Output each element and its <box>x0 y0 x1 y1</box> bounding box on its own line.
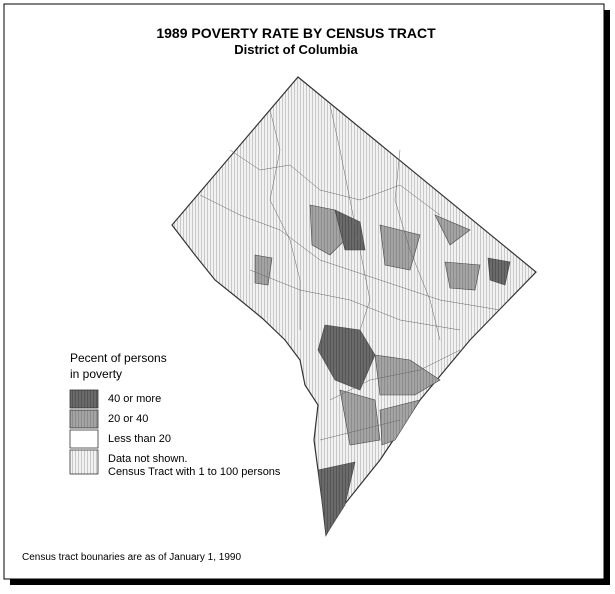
legend-title: in poverty <box>70 367 122 381</box>
legend-label: Census Tract with 1 to 100 persons <box>108 466 281 478</box>
legend-swatch <box>69 389 99 409</box>
legend-label: Less than 20 <box>108 433 171 445</box>
legend-swatch <box>69 429 99 449</box>
legend-title: Pecent of persons <box>70 351 167 365</box>
footnote: Census tract bounaries are as of January… <box>22 552 241 563</box>
legend: Pecent of persons in poverty 40 or more 20 … <box>69 351 281 478</box>
legend-swatch <box>69 449 99 475</box>
legend-label: 20 or 40 <box>108 413 148 425</box>
subtitle: District of Columbia <box>234 42 358 57</box>
title: 1989 POVERTY RATE BY CENSUS TRACT <box>156 25 436 41</box>
district-map <box>171 76 537 537</box>
legend-label: Data not shown. <box>108 453 188 465</box>
legend-label: 40 or more <box>108 393 161 405</box>
legend-swatch <box>69 409 99 429</box>
